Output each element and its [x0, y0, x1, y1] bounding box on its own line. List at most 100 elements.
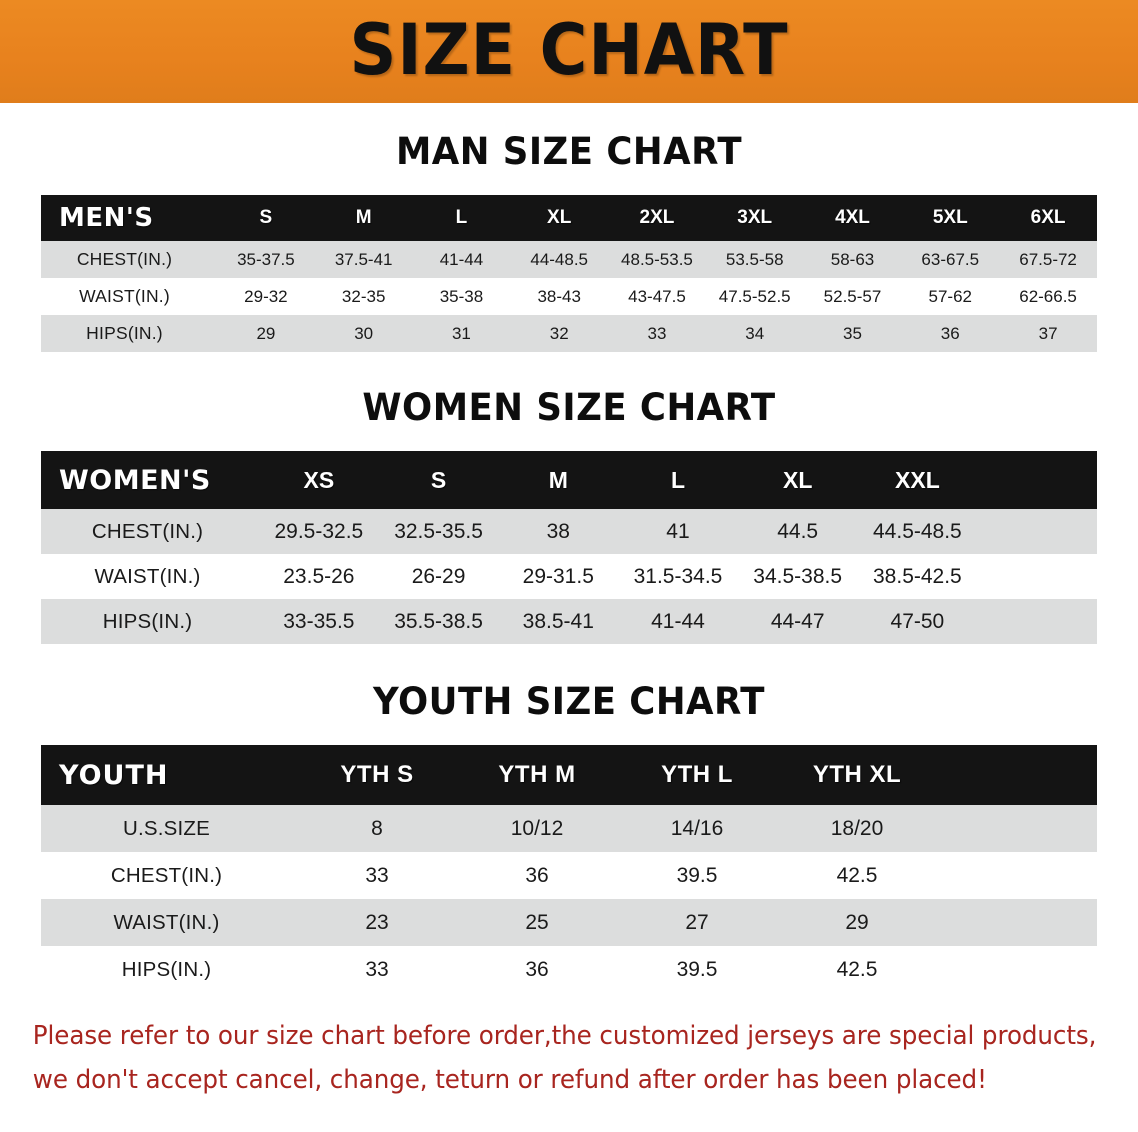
table-cell [937, 946, 1097, 993]
women-column-header: XS [259, 451, 379, 509]
women-column-header: L [618, 451, 738, 509]
table-cell: 58-63 [803, 241, 902, 278]
table-cell: 33 [297, 946, 457, 993]
man-column-header: 3XL [705, 195, 804, 241]
youth-table-body: U.S.SIZE 8 10/12 14/16 18/20 CHEST(IN.) 33 36 39… [41, 805, 1097, 993]
table-cell: 36 [457, 852, 617, 899]
table-cell [937, 852, 1097, 899]
man-row-label: HIPS(IN.) [41, 315, 218, 352]
table-row: CHEST(IN.) 33 36 39.5 42.5 [41, 852, 1097, 899]
youth-row-label: HIPS(IN.) [41, 946, 297, 993]
youth-column-header: YTH M [457, 745, 617, 805]
man-table-body: CHEST(IN.) 35-37.5 37.5-41 41-44 44-48.5 48.5… [41, 241, 1097, 352]
disclaimer-line-2: we don't accept cancel, change, teturn o… [32, 1064, 987, 1095]
table-row: WAIST(IN.) 23 25 27 29 [41, 899, 1097, 946]
man-corner-label: MEN'S [41, 195, 218, 241]
table-cell: 37 [999, 315, 1097, 352]
table-row: HIPS(IN.) 29 30 31 32 33 34 35 36 37 [41, 315, 1097, 352]
table-cell: 38.5-41 [498, 599, 619, 644]
table-cell: 36 [901, 315, 1000, 352]
women-row-label: CHEST(IN.) [41, 509, 260, 554]
women-row-label: WAIST(IN.) [41, 554, 260, 599]
man-header-row: MEN'S S M L XL 2XL 3XL 4XL 5XL 6XL [41, 195, 1097, 241]
table-cell [977, 554, 1097, 599]
table-cell: 52.5-57 [803, 278, 902, 315]
table-cell: 29-32 [217, 278, 315, 315]
disclaimer-line-1: Please refer to our size chart before or… [32, 1021, 1097, 1051]
table-cell: 37.5-41 [314, 241, 413, 278]
man-column-header: 5XL [901, 195, 1000, 241]
table-cell: 35-38 [412, 278, 511, 315]
man-column-header: XL [510, 195, 609, 241]
table-cell: 38-43 [510, 278, 609, 315]
man-column-header: 4XL [803, 195, 902, 241]
man-column-header: M [314, 195, 413, 241]
women-row-label: HIPS(IN.) [41, 599, 260, 644]
man-size-table: MEN'S S M L XL 2XL 3XL 4XL 5XL 6XL CHEST(IN.) 35-… [41, 195, 1097, 352]
youth-table-head: YOUTH YTH S YTH M YTH L YTH XL [41, 745, 1097, 805]
table-cell: 48.5-53.5 [608, 241, 706, 278]
table-cell: 44.5 [737, 509, 858, 554]
man-row-label: WAIST(IN.) [41, 278, 218, 315]
youth-corner-label: YOUTH [41, 745, 297, 805]
table-cell: 30 [314, 315, 413, 352]
man-section-title: MAN SIZE CHART [395, 130, 743, 173]
youth-header-row: YOUTH YTH S YTH M YTH L YTH XL [41, 745, 1097, 805]
table-row: U.S.SIZE 8 10/12 14/16 18/20 [41, 805, 1097, 852]
women-column-header: XXL [857, 451, 978, 509]
table-row: CHEST(IN.) 29.5-32.5 32.5-35.5 38 41 44.5 44.5… [41, 509, 1097, 554]
table-cell: 35 [803, 315, 902, 352]
youth-column-header: YTH XL [777, 745, 937, 805]
man-row-label: CHEST(IN.) [41, 241, 218, 278]
table-cell: 53.5-58 [705, 241, 804, 278]
table-cell: 35-37.5 [217, 241, 315, 278]
table-cell: 32-35 [314, 278, 413, 315]
table-cell: 47-50 [857, 599, 978, 644]
table-cell: 57-62 [901, 278, 1000, 315]
youth-row-label: U.S.SIZE [41, 805, 297, 852]
table-cell: 42.5 [777, 946, 937, 993]
order-disclaimer: Please refer to our size chart before or… [0, 1015, 1098, 1103]
table-cell: 29-31.5 [498, 554, 619, 599]
page-banner: SIZE CHART [0, 0, 1138, 103]
women-table-body: CHEST(IN.) 29.5-32.5 32.5-35.5 38 41 44.5 44.5… [41, 509, 1097, 644]
table-cell: 41-44 [618, 599, 738, 644]
table-cell: 42.5 [777, 852, 937, 899]
table-cell: 31.5-34.5 [618, 554, 738, 599]
table-cell: 25 [457, 899, 617, 946]
table-cell: 32 [510, 315, 609, 352]
table-cell: 33 [608, 315, 706, 352]
youth-row-label: CHEST(IN.) [41, 852, 297, 899]
table-cell: 47.5-52.5 [705, 278, 804, 315]
table-cell [977, 599, 1097, 644]
table-cell [977, 509, 1097, 554]
man-table-head: MEN'S S M L XL 2XL 3XL 4XL 5XL 6XL [41, 195, 1097, 241]
table-cell: 62-66.5 [999, 278, 1097, 315]
women-column-header: XL [737, 451, 858, 509]
table-cell: 29 [777, 899, 937, 946]
table-cell: 8 [297, 805, 457, 852]
table-cell: 31 [412, 315, 511, 352]
table-row: WAIST(IN.) 23.5-26 26-29 29-31.5 31.5-34.5 34… [41, 554, 1097, 599]
table-cell: 33 [297, 852, 457, 899]
table-cell: 10/12 [457, 805, 617, 852]
table-cell [937, 899, 1097, 946]
table-cell: 63-67.5 [901, 241, 1000, 278]
page-title: SIZE CHART [349, 8, 789, 91]
table-cell: 43-47.5 [608, 278, 706, 315]
youth-size-table: YOUTH YTH S YTH M YTH L YTH XL U.S.SIZE 8 10/… [41, 745, 1097, 993]
women-section-title: WOMEN SIZE CHART [362, 386, 776, 429]
table-cell: 38.5-42.5 [857, 554, 978, 599]
youth-section-title: YOUTH SIZE CHART [373, 680, 765, 723]
table-row: CHEST(IN.) 35-37.5 37.5-41 41-44 44-48.5 48.5… [41, 241, 1097, 278]
table-row: WAIST(IN.) 29-32 32-35 35-38 38-43 43-47.5 47.… [41, 278, 1097, 315]
table-cell: 44.5-48.5 [857, 509, 978, 554]
table-cell: 23 [297, 899, 457, 946]
women-column-header: S [378, 451, 499, 509]
table-cell: 29 [217, 315, 315, 352]
table-cell: 41 [618, 509, 738, 554]
table-cell: 44-48.5 [510, 241, 609, 278]
table-cell: 32.5-35.5 [378, 509, 499, 554]
table-cell: 35.5-38.5 [378, 599, 499, 644]
table-cell: 23.5-26 [259, 554, 379, 599]
